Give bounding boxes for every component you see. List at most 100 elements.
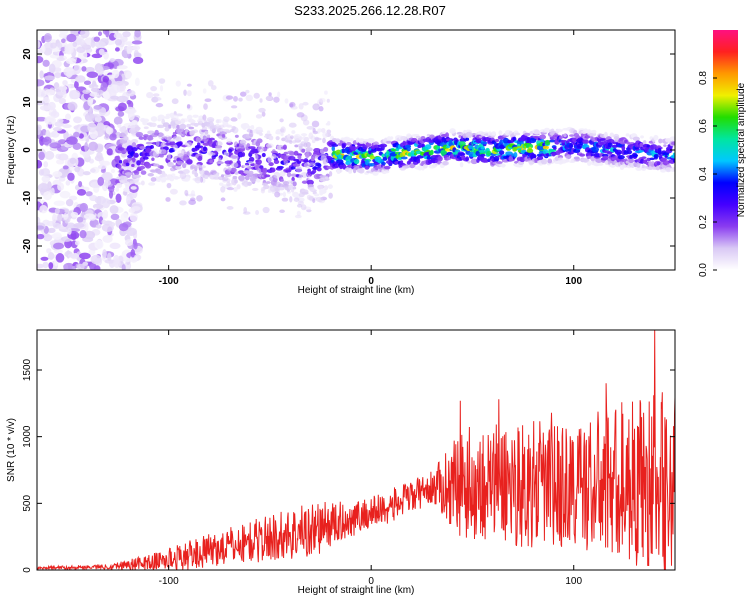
spectrogram-cell bbox=[467, 160, 471, 164]
spectrogram-cell bbox=[101, 219, 107, 225]
spectrogram-cell bbox=[172, 123, 176, 129]
spectrogram-cell bbox=[591, 129, 597, 134]
spectrogram-cell bbox=[255, 178, 261, 183]
spectrogram-cell bbox=[173, 144, 178, 151]
spectrogram-cell bbox=[220, 174, 225, 178]
spectrogram-cell bbox=[286, 172, 292, 178]
snr-x-label: Height of straight line (km) bbox=[298, 585, 415, 596]
spectrogram-cell bbox=[159, 85, 164, 92]
spectrogram-cell bbox=[655, 165, 661, 171]
spectrogram-cell bbox=[189, 119, 196, 124]
spectrogram-cell bbox=[296, 203, 303, 208]
spectrogram-y-tick-label: 20 bbox=[22, 48, 33, 60]
spectrogram-cell bbox=[582, 139, 590, 144]
spectrogram-cell bbox=[38, 169, 45, 176]
spectrogram-cell bbox=[406, 146, 411, 152]
spectrogram-cell bbox=[113, 258, 121, 268]
spectrogram-cell bbox=[215, 141, 223, 147]
spectrogram-cell bbox=[57, 182, 65, 191]
spectrogram-cell bbox=[171, 98, 179, 105]
spectrogram-cell bbox=[102, 235, 113, 243]
spectrogram-cell bbox=[96, 89, 104, 94]
spectrogram-cell bbox=[320, 153, 328, 157]
spectrogram-cell bbox=[500, 163, 506, 168]
spectrogram-cell bbox=[649, 157, 655, 161]
spectrogram-cell bbox=[348, 169, 353, 174]
spectrogram-cell bbox=[328, 192, 333, 199]
spectrogram-cell bbox=[102, 249, 107, 259]
spectrogram-cell bbox=[54, 207, 60, 215]
spectrogram-cell bbox=[540, 158, 548, 165]
spectrogram-cell bbox=[69, 89, 81, 100]
spectrogram-cell bbox=[134, 179, 139, 183]
spectrogram-cell bbox=[230, 117, 238, 122]
spectrogram-cell bbox=[282, 144, 287, 150]
spectrogram-cell bbox=[179, 200, 187, 206]
spectrogram-cell bbox=[130, 248, 136, 258]
spectrogram-cell bbox=[117, 111, 125, 117]
spectrogram-cell bbox=[345, 141, 352, 146]
spectrogram-cell bbox=[188, 199, 196, 205]
spectrogram-cell bbox=[134, 77, 140, 87]
spectrogram-cell bbox=[56, 159, 65, 165]
spectrogram-cell bbox=[37, 56, 44, 64]
spectrogram-cell bbox=[291, 130, 296, 134]
spectrogram-cell bbox=[177, 153, 184, 159]
spectrogram-cell bbox=[290, 173, 297, 177]
spectrogram-cell bbox=[424, 144, 432, 150]
spectrogram-cell bbox=[117, 123, 122, 129]
spectrogram-cell bbox=[89, 262, 97, 270]
spectrogram-y-tick-label: 0 bbox=[22, 147, 33, 153]
spectrogram-cell bbox=[292, 181, 297, 187]
spectrogram-cell bbox=[486, 150, 492, 157]
spectrogram-cell bbox=[50, 42, 57, 49]
spectrogram-cell bbox=[658, 138, 663, 144]
spectrogram-cell bbox=[643, 159, 647, 164]
colorbar-ticks: 0.0 0.2 0.4 0.6 0.8 bbox=[698, 71, 717, 277]
spectrogram-cell bbox=[37, 89, 47, 98]
spectrogram-cell bbox=[253, 92, 260, 99]
spectrogram-cell bbox=[157, 170, 163, 175]
spectrogram-cell bbox=[406, 133, 412, 139]
spectrogram-cell bbox=[109, 133, 117, 141]
spectrogram-cell bbox=[499, 150, 505, 155]
spectrogram-cell bbox=[220, 131, 228, 135]
spectrogram-cell bbox=[475, 138, 483, 144]
spectrogram-cell bbox=[264, 174, 271, 178]
spectrogram-cell bbox=[53, 249, 63, 254]
spectrogram-cell bbox=[133, 174, 142, 178]
spectrogram-cell bbox=[220, 197, 226, 202]
spectrogram-cell bbox=[646, 144, 651, 148]
spectrogram-cell bbox=[76, 263, 85, 270]
spectrogram-cell bbox=[238, 142, 247, 149]
spectrogram-cell bbox=[41, 175, 51, 183]
spectrogram-cell bbox=[260, 186, 266, 192]
spectrogram-cell bbox=[145, 141, 153, 145]
spectrogram-cell bbox=[216, 123, 220, 127]
spectrogram-cell bbox=[68, 195, 78, 201]
spectrogram-cell bbox=[79, 229, 87, 239]
spectrogram-cell bbox=[165, 197, 171, 202]
spectrogram-cell bbox=[182, 151, 189, 156]
spectrogram-cell bbox=[52, 126, 63, 132]
spectrogram-cell bbox=[406, 160, 411, 165]
spectrogram-cell bbox=[226, 181, 231, 187]
spectrogram-cell bbox=[271, 167, 276, 173]
spectrogram-cell bbox=[124, 239, 133, 247]
spectrogram-cell bbox=[636, 163, 641, 168]
spectrogram-cell bbox=[294, 214, 302, 219]
spectrogram-cell bbox=[268, 135, 274, 141]
spectrogram-cell bbox=[44, 116, 56, 125]
spectrogram-cell bbox=[478, 149, 486, 153]
spectrogram-cell bbox=[290, 166, 296, 170]
spectrogram-cell bbox=[233, 95, 238, 102]
spectrogram-cell bbox=[115, 193, 122, 204]
spectrogram-cell bbox=[68, 210, 73, 219]
spectrogram-cell bbox=[632, 136, 640, 141]
spectrogram-cell bbox=[288, 155, 296, 161]
colorbar-label: Normalized spectral amplitude bbox=[736, 82, 747, 217]
spectrogram-cell bbox=[37, 159, 43, 169]
spectrogram-cell bbox=[52, 242, 65, 250]
spectrogram-cell bbox=[196, 118, 205, 124]
colorbar-tick-label: 0.4 bbox=[698, 167, 709, 181]
